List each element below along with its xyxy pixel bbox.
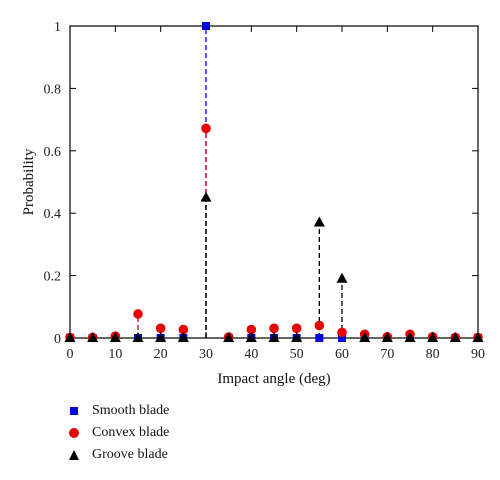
groove-blade-point bbox=[359, 332, 371, 342]
groove-blade-point bbox=[132, 332, 144, 342]
legend-label-smooth: Smooth blade bbox=[92, 403, 170, 418]
groove-blade-point bbox=[87, 332, 99, 342]
groove-blade-point bbox=[177, 332, 189, 342]
groove-blade-point bbox=[313, 216, 325, 227]
groove-blade-point bbox=[268, 332, 280, 342]
groove-blade-point bbox=[449, 332, 461, 342]
x-tick-label: 0 bbox=[67, 347, 74, 362]
convex-blade-point bbox=[246, 324, 257, 335]
convex-blade-point bbox=[155, 323, 166, 334]
groove-blade-point bbox=[64, 332, 76, 342]
legend-label-convex: Convex blade bbox=[92, 425, 170, 440]
groove-blade-point bbox=[155, 332, 167, 342]
y-tick-label: 0.6 bbox=[44, 145, 62, 160]
y-axis-title: Probability bbox=[21, 148, 37, 215]
stems bbox=[137, 26, 343, 338]
x-tick-label: 40 bbox=[244, 347, 258, 362]
convex-blade-point bbox=[133, 309, 143, 319]
convex-blade-point bbox=[337, 327, 347, 338]
y-tick-label: 1 bbox=[54, 20, 61, 35]
x-tick-label: 90 bbox=[471, 347, 485, 362]
groove-blade-point bbox=[245, 332, 257, 342]
y-tick-label: 0.2 bbox=[44, 270, 62, 285]
x-tick-label: 60 bbox=[335, 347, 349, 362]
data-marks bbox=[64, 22, 484, 343]
convex-blade-point bbox=[269, 323, 279, 334]
y-tick-label: 0.8 bbox=[44, 82, 62, 97]
convex-blade-point bbox=[201, 123, 211, 134]
legend: Smooth blade Convex blade Groove blade bbox=[66, 400, 169, 466]
y-tick-label: 0.4 bbox=[44, 207, 62, 222]
x-tick-label: 70 bbox=[380, 347, 394, 362]
smooth-blade-point bbox=[202, 22, 210, 30]
chart: 0 10 20 30 40 50 60 70 80 90 0 0.2 0.4 0.6 0.8 1 Impact… bbox=[21, 20, 486, 387]
groove-blade-point bbox=[109, 332, 121, 342]
groove-blade-point bbox=[223, 332, 235, 342]
x-tick-label: 20 bbox=[154, 347, 168, 362]
convex-blade-point bbox=[314, 320, 325, 331]
groove-blade-point bbox=[200, 191, 212, 202]
square-marker-icon bbox=[66, 403, 82, 419]
axis-ticks: 0 10 20 30 40 50 60 70 80 90 0 0.2 0.4 0.6 0.8 1 bbox=[44, 20, 486, 362]
convex-blade-point bbox=[178, 324, 189, 335]
groove-blade-point bbox=[291, 332, 303, 342]
y-tick-label: 0 bbox=[54, 332, 61, 347]
groove-blade-point bbox=[472, 332, 484, 342]
x-tick-label: 80 bbox=[426, 347, 440, 362]
plot-frame bbox=[69, 25, 479, 339]
smooth-blade-point bbox=[315, 334, 324, 342]
legend-label-groove: Groove blade bbox=[92, 447, 168, 462]
groove-blade-point bbox=[404, 332, 416, 342]
smooth-blade-point bbox=[338, 334, 346, 342]
triangle-marker-icon bbox=[66, 447, 82, 463]
x-tick-label: 50 bbox=[290, 347, 304, 362]
legend-item-convex: Convex blade bbox=[66, 422, 169, 444]
legend-item-groove: Groove blade bbox=[66, 444, 169, 466]
groove-blade-point bbox=[336, 272, 348, 283]
x-tick-label: 10 bbox=[108, 347, 122, 362]
legend-item-smooth: Smooth blade bbox=[66, 400, 169, 422]
groove-blade-point bbox=[427, 332, 439, 342]
x-axis-title: Impact angle (deg) bbox=[217, 371, 330, 387]
groove-blade-point bbox=[381, 332, 393, 342]
x-tick-label: 30 bbox=[199, 347, 213, 362]
convex-blade-point bbox=[291, 323, 302, 334]
circle-marker-icon bbox=[66, 425, 82, 441]
